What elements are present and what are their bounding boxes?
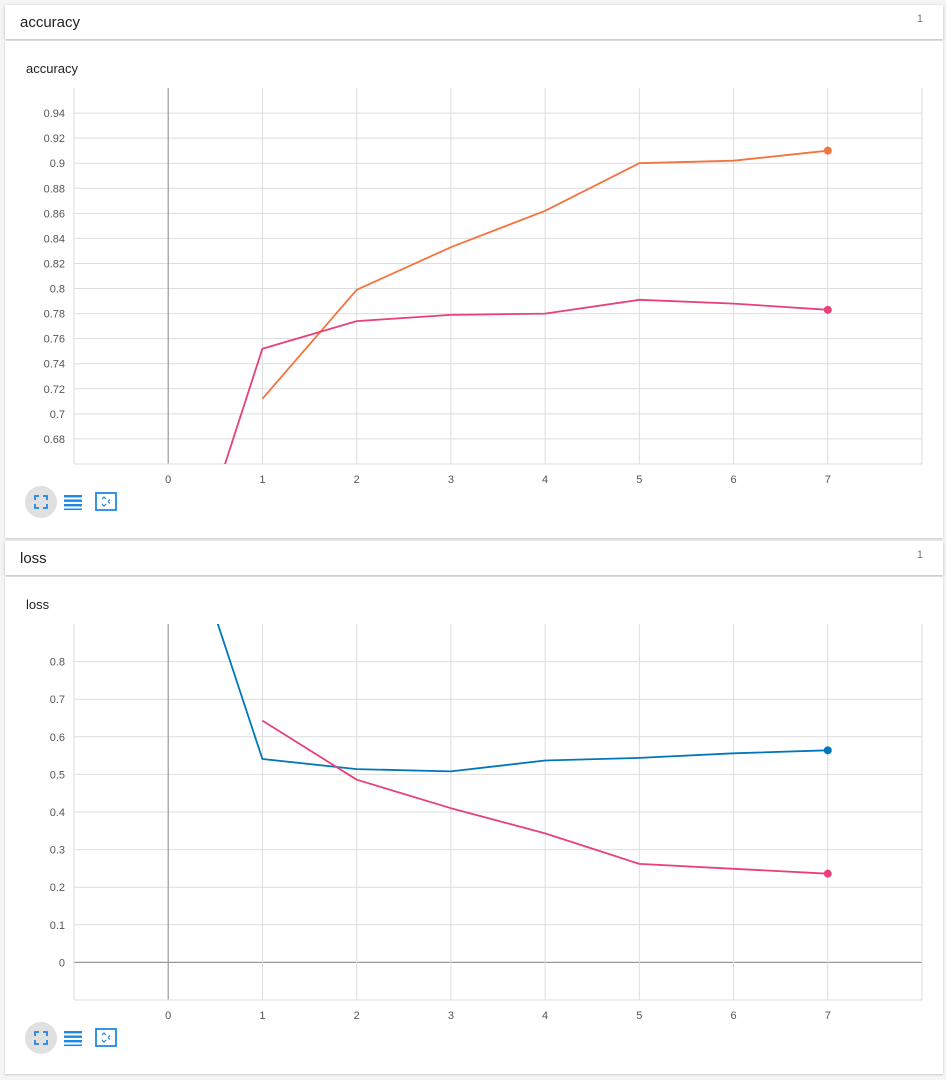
series-group <box>224 149 828 464</box>
fullscreen-icon <box>34 495 48 509</box>
y-tick-label: 0.88 <box>44 183 65 195</box>
y-tick-label: 0.82 <box>44 258 65 270</box>
y-tick-label: 0.72 <box>44 384 65 396</box>
x-tick-label: 7 <box>825 1010 831 1022</box>
series-end-point <box>823 305 832 314</box>
y-tick-label: 0.2 <box>50 882 65 894</box>
fullscreen-button[interactable] <box>25 1022 57 1054</box>
grid <box>73 88 923 465</box>
y-tick-label: 0.7 <box>50 694 65 706</box>
y-tick-label: 0.94 <box>44 108 65 120</box>
y-tick-label: 0.68 <box>44 434 65 446</box>
series-line <box>224 298 828 464</box>
chart-title: accuracy <box>26 61 79 76</box>
toggle-list-button[interactable] <box>57 1022 89 1054</box>
x-tick-label: 3 <box>448 1010 454 1022</box>
y-tick-label: 0.3 <box>50 845 65 857</box>
y-tick-label: 0.6 <box>50 732 65 744</box>
y-tick-label: 0.86 <box>44 208 65 220</box>
fit-domain-button[interactable] <box>90 486 122 518</box>
x-tick-label: 0 <box>165 1010 171 1022</box>
x-tick-label: 4 <box>542 1010 548 1022</box>
toggle-list-button[interactable] <box>57 486 89 518</box>
fullscreen-icon <box>34 1031 48 1045</box>
x-tick-label: 1 <box>259 1010 265 1022</box>
y-tick-label: 0.8 <box>50 284 65 296</box>
series-line <box>261 719 828 875</box>
fit-domain-button[interactable] <box>90 1022 122 1054</box>
section-count: 1 <box>916 549 923 561</box>
x-tick-label: 2 <box>354 474 360 486</box>
x-tick-label: 6 <box>730 1010 736 1022</box>
y-tick-label: 0 <box>59 957 65 969</box>
chart-title: loss <box>26 597 50 612</box>
y-tick-label: 0.8 <box>50 657 65 669</box>
loss-chart: 0 0.1 0.2 0.3 0.4 0.5 0.6 0.7 0.8 0 1 2 3 4 5 6 7 <box>50 624 923 1022</box>
y-tick-label: 0.9 <box>50 158 65 170</box>
series-end-point <box>823 146 832 155</box>
x-tick-label: 1 <box>259 474 265 486</box>
accuracy-chart: 0.68 0.7 0.72 0.74 0.76 0.78 0.8 0.82 0.84 0.86 0.… <box>44 88 923 486</box>
y-tick-label: 0.78 <box>44 309 65 321</box>
y-tick-label: 0.92 <box>44 133 65 145</box>
x-tick-label: 7 <box>825 474 831 486</box>
series-end-point <box>823 869 832 878</box>
series-line <box>216 624 828 773</box>
x-tick-label: 5 <box>636 474 642 486</box>
section-count: 1 <box>916 13 923 25</box>
x-tick-label: 5 <box>636 1010 642 1022</box>
series-group <box>216 624 828 875</box>
series-line <box>261 149 828 400</box>
loss-card: loss 0 0.1 0.2 0.3 0.4 0.5 0.6 0.7 0.8 0 1 2 3 4 5 6 7 <box>5 577 943 1074</box>
accuracy-header[interactable]: accuracy 1 <box>5 5 943 39</box>
y-tick-label: 0.1 <box>50 920 65 932</box>
y-tick-label: 0.74 <box>44 359 65 371</box>
x-tick-label: 3 <box>448 474 454 486</box>
accuracy-card: accuracy 0.68 0.7 0.72 0.74 0.76 0.78 0.8 0.82 0… <box>5 41 943 538</box>
grid <box>73 624 923 1001</box>
y-tick-label: 0.7 <box>50 409 65 421</box>
series-end-point <box>823 746 832 755</box>
loss-header[interactable]: loss 1 <box>5 541 943 575</box>
x-tick-label: 4 <box>542 474 548 486</box>
fit-domain-icon <box>95 492 117 511</box>
section-title: loss <box>20 550 47 567</box>
y-tick-label: 0.4 <box>50 807 65 819</box>
fullscreen-button[interactable] <box>25 486 57 518</box>
x-tick-label: 6 <box>730 474 736 486</box>
y-tick-label: 0.5 <box>50 769 65 781</box>
y-tick-label: 0.84 <box>44 233 65 245</box>
list-icon <box>64 1031 82 1047</box>
fit-domain-icon <box>95 1028 117 1047</box>
list-icon <box>64 495 82 511</box>
x-tick-label: 0 <box>165 474 171 486</box>
section-title: accuracy <box>20 14 81 31</box>
x-tick-label: 2 <box>354 1010 360 1022</box>
y-tick-label: 0.76 <box>44 334 65 346</box>
